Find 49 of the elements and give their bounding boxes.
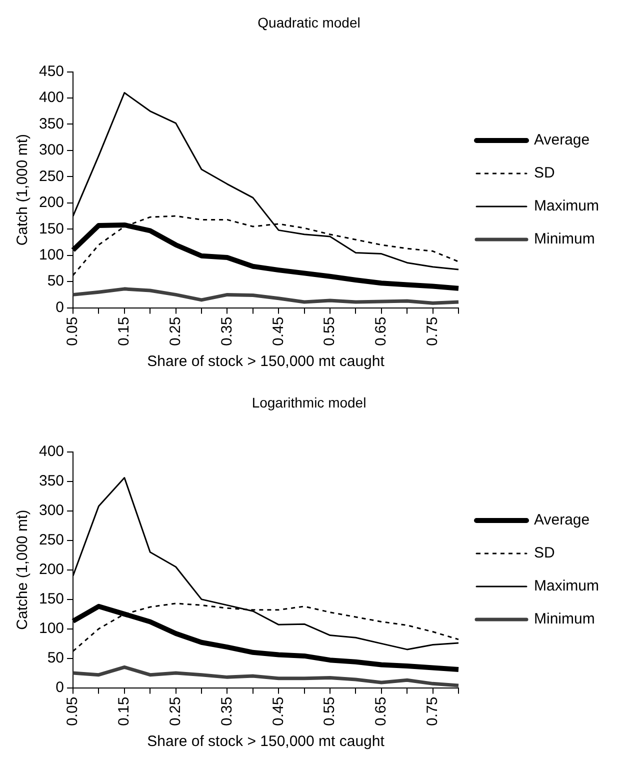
x-tick-label: 0.55: [321, 696, 338, 726]
y-tick-label: 150: [38, 590, 64, 608]
y-tick-label: 0: [56, 678, 64, 696]
y-tick-label: 100: [38, 246, 64, 264]
y-tick-label: 250: [38, 168, 64, 185]
x-tick-label: 0.35: [218, 696, 236, 726]
y-tick-label: 400: [38, 442, 64, 460]
x-tick-label: 0.55: [321, 316, 338, 346]
x-axis-title: Share of stock > 150,000 mt caught: [147, 733, 386, 750]
x-tick-label: 0.75: [424, 316, 441, 346]
chart-title: Logarithmic model: [252, 394, 366, 410]
legend-label: SD: [534, 544, 556, 562]
chart-title: Quadratic model: [258, 14, 360, 30]
y-tick-label: 150: [38, 220, 64, 238]
x-tick-label: 0.05: [64, 696, 82, 726]
y-axis-title: Catche (1,000 mt): [14, 510, 32, 630]
y-tick-label: 100: [38, 620, 64, 637]
legend-label: Minimum: [534, 230, 595, 248]
legend-label: Maximum: [534, 198, 600, 215]
x-tick-label: 0.65: [372, 696, 390, 726]
legend-label: Maximum: [534, 578, 600, 595]
x-tick-label: 0.25: [166, 316, 184, 346]
legend-label: Minimum: [534, 610, 595, 628]
x-tick-label: 0.15: [116, 696, 133, 726]
y-tick-label: 350: [38, 472, 64, 490]
legend-label: Average: [534, 512, 590, 529]
x-axis-title: Share of stock > 150,000 mt caught: [147, 353, 386, 370]
y-tick-label: 450: [38, 62, 64, 80]
legend-label: SD: [534, 164, 556, 182]
x-tick-label: 0.25: [166, 696, 184, 726]
y-tick-label: 50: [47, 272, 64, 290]
y-tick-label: 50: [47, 649, 64, 666]
y-tick-label: 250: [38, 531, 64, 548]
x-tick-label: 0.45: [270, 696, 287, 726]
y-axis-title: Catch (1,000 mt): [14, 134, 32, 246]
x-tick-label: 0.75: [424, 696, 441, 726]
y-tick-label: 200: [38, 194, 64, 212]
y-tick-label: 200: [38, 560, 64, 578]
y-tick-label: 300: [38, 502, 64, 519]
y-tick-label: 300: [38, 142, 64, 159]
x-tick-label: 0.65: [372, 316, 390, 346]
y-tick-label: 0: [56, 298, 64, 316]
x-tick-label: 0.15: [116, 316, 133, 346]
x-tick-label: 0.45: [270, 316, 287, 346]
x-tick-label: 0.35: [218, 316, 236, 346]
y-tick-label: 350: [38, 115, 64, 132]
y-tick-label: 400: [38, 89, 64, 106]
x-tick-label: 0.05: [64, 316, 82, 346]
legend-label: Average: [534, 132, 590, 149]
